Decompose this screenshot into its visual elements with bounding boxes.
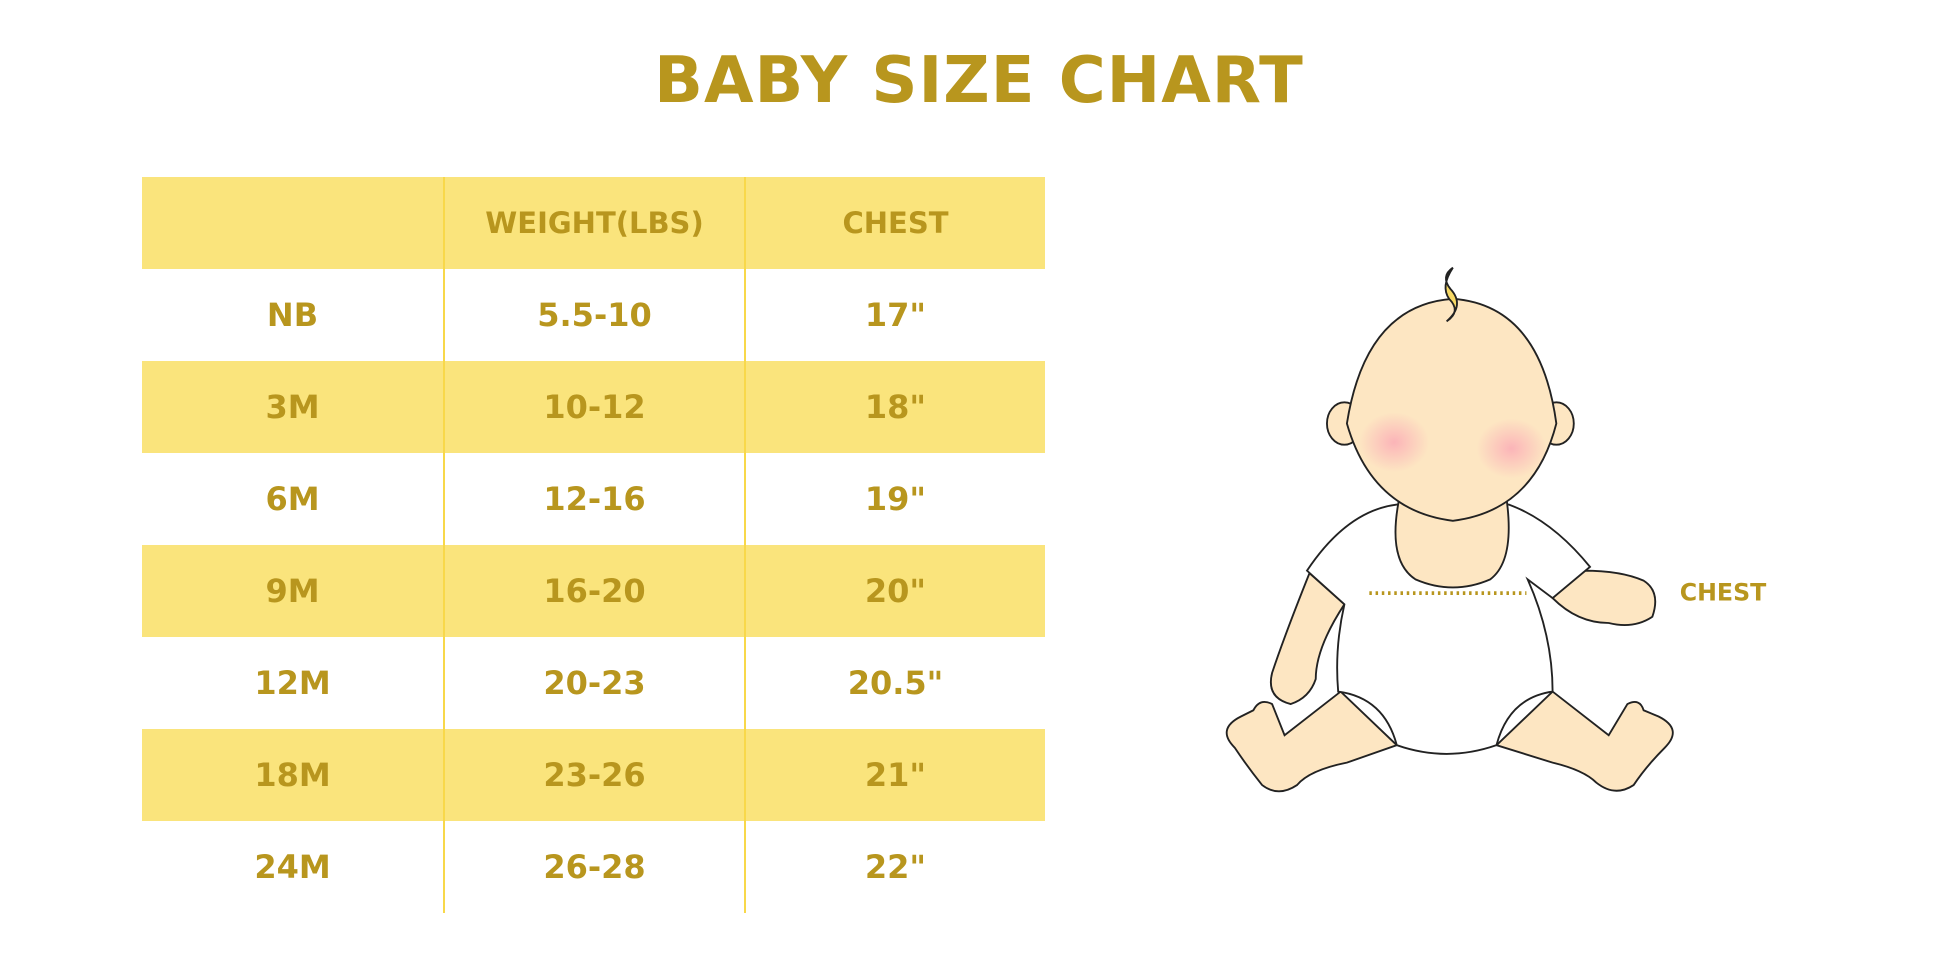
cell-size: 18M (254, 756, 331, 794)
cell-chest: 17" (744, 269, 1045, 361)
table-header: WEIGHT(LBS) CHEST (142, 177, 1045, 269)
table-row: 18M 23-26 21" (142, 729, 1045, 821)
chest-label: CHEST (1680, 579, 1767, 607)
table-row: 3M 10-12 18" (142, 361, 1045, 453)
cell-size: 9M (265, 572, 320, 610)
size-table: WEIGHT(LBS) CHEST NB 5.5-10 17" 3M 10-12 18" 6… (142, 177, 1045, 913)
cell-chest: 21" (744, 729, 1045, 821)
header-size (142, 177, 443, 269)
table-row: NB 5.5-10 17" (142, 269, 1045, 361)
cell-weight: 5.5-10 (443, 269, 744, 361)
cell-weight: 20-23 (443, 637, 744, 729)
cell-chest: 20.5" (744, 637, 1045, 729)
table-row: 24M 26-28 22" (142, 821, 1045, 913)
header-weight: WEIGHT(LBS) (443, 177, 744, 269)
cell-size: 3M (265, 388, 320, 426)
table-row: 12M 20-23 20.5" (142, 637, 1045, 729)
cell-size: 12M (254, 664, 331, 702)
cell-weight: 10-12 (443, 361, 744, 453)
baby-illustration-icon: CHEST (1225, 266, 1767, 793)
cell-weight: 23-26 (443, 729, 744, 821)
table-row: 6M 12-16 19" (142, 453, 1045, 545)
page-title: BABY SIZE CHART (654, 44, 1304, 118)
header-chest: CHEST (744, 177, 1045, 269)
cell-size: NB (266, 296, 319, 334)
cell-weight: 16-20 (443, 545, 744, 637)
cell-weight: 12-16 (443, 453, 744, 545)
cell-size: 6M (265, 480, 320, 518)
cell-size: 24M (254, 848, 331, 886)
cell-weight: 26-28 (443, 821, 744, 913)
cell-chest: 22" (744, 821, 1045, 913)
cell-chest: 18" (744, 361, 1045, 453)
cell-chest: 20" (744, 545, 1045, 637)
table-row: 9M 16-20 20" (142, 545, 1045, 637)
cell-chest: 19" (744, 453, 1045, 545)
